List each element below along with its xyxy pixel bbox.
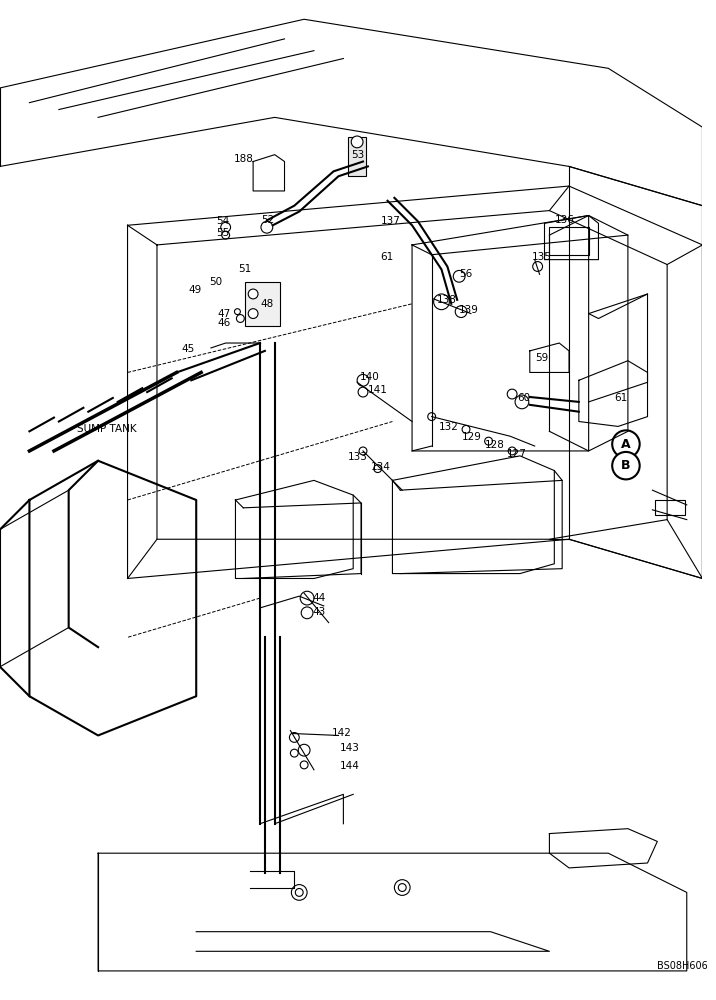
Text: BS08H606: BS08H606 xyxy=(657,961,708,971)
Text: 56: 56 xyxy=(459,269,473,279)
Text: 53: 53 xyxy=(352,150,364,160)
Text: B: B xyxy=(621,459,631,472)
Text: 61: 61 xyxy=(614,393,627,403)
Circle shape xyxy=(221,222,231,232)
Text: 142: 142 xyxy=(332,728,352,738)
Bar xyxy=(246,282,280,326)
Text: 138: 138 xyxy=(437,295,457,305)
Circle shape xyxy=(358,387,368,397)
Text: 59: 59 xyxy=(535,353,548,363)
Text: 137: 137 xyxy=(381,216,400,226)
Text: 129: 129 xyxy=(462,432,482,442)
Circle shape xyxy=(301,607,313,619)
Circle shape xyxy=(359,447,367,455)
Circle shape xyxy=(515,395,529,409)
Text: 49: 49 xyxy=(188,285,202,295)
Circle shape xyxy=(453,270,465,282)
Circle shape xyxy=(612,430,639,458)
Circle shape xyxy=(261,221,273,233)
Circle shape xyxy=(507,389,517,399)
Circle shape xyxy=(357,374,369,386)
Circle shape xyxy=(434,294,450,310)
Circle shape xyxy=(300,761,308,769)
Text: 45: 45 xyxy=(181,344,195,354)
Circle shape xyxy=(291,749,299,757)
Text: 133: 133 xyxy=(348,452,368,462)
Circle shape xyxy=(398,884,406,891)
Text: 139: 139 xyxy=(459,305,479,315)
Text: 47: 47 xyxy=(218,309,231,319)
Text: 127: 127 xyxy=(507,449,527,459)
Circle shape xyxy=(352,136,363,148)
Bar xyxy=(549,227,589,255)
Circle shape xyxy=(455,306,467,318)
Circle shape xyxy=(300,591,314,605)
Circle shape xyxy=(295,889,303,896)
Text: 132: 132 xyxy=(438,422,458,432)
Text: 128: 128 xyxy=(485,440,505,450)
Text: 50: 50 xyxy=(209,277,222,287)
Circle shape xyxy=(427,413,435,421)
Text: 144: 144 xyxy=(339,761,359,771)
Bar xyxy=(655,500,684,515)
Text: 52: 52 xyxy=(261,215,274,225)
Text: A: A xyxy=(621,438,631,451)
Circle shape xyxy=(395,880,410,895)
Circle shape xyxy=(236,315,244,322)
Circle shape xyxy=(462,425,470,433)
Text: 141: 141 xyxy=(368,385,388,395)
Circle shape xyxy=(248,309,258,318)
Text: 60: 60 xyxy=(517,393,530,403)
Circle shape xyxy=(533,262,543,271)
Circle shape xyxy=(234,309,241,315)
Text: 44: 44 xyxy=(312,593,325,603)
Circle shape xyxy=(299,744,310,756)
Text: 188: 188 xyxy=(233,154,253,164)
Text: 48: 48 xyxy=(260,299,274,309)
Text: 54: 54 xyxy=(216,216,229,226)
Text: 134: 134 xyxy=(371,462,391,472)
Text: 135: 135 xyxy=(532,252,551,262)
Circle shape xyxy=(291,885,307,900)
Circle shape xyxy=(374,465,382,473)
Text: 136: 136 xyxy=(554,215,574,225)
Circle shape xyxy=(485,437,493,445)
Circle shape xyxy=(508,447,516,455)
Circle shape xyxy=(222,231,230,239)
Text: 143: 143 xyxy=(339,743,359,753)
Text: 55: 55 xyxy=(216,228,229,238)
Text: 51: 51 xyxy=(238,264,251,274)
Text: 140: 140 xyxy=(360,372,379,382)
Circle shape xyxy=(248,289,258,299)
Text: SUMP TANK: SUMP TANK xyxy=(77,424,136,434)
Bar xyxy=(348,137,366,176)
Text: 46: 46 xyxy=(218,318,231,328)
Text: 61: 61 xyxy=(381,252,394,262)
Circle shape xyxy=(612,452,639,479)
Circle shape xyxy=(289,733,299,742)
Text: 43: 43 xyxy=(312,607,325,617)
